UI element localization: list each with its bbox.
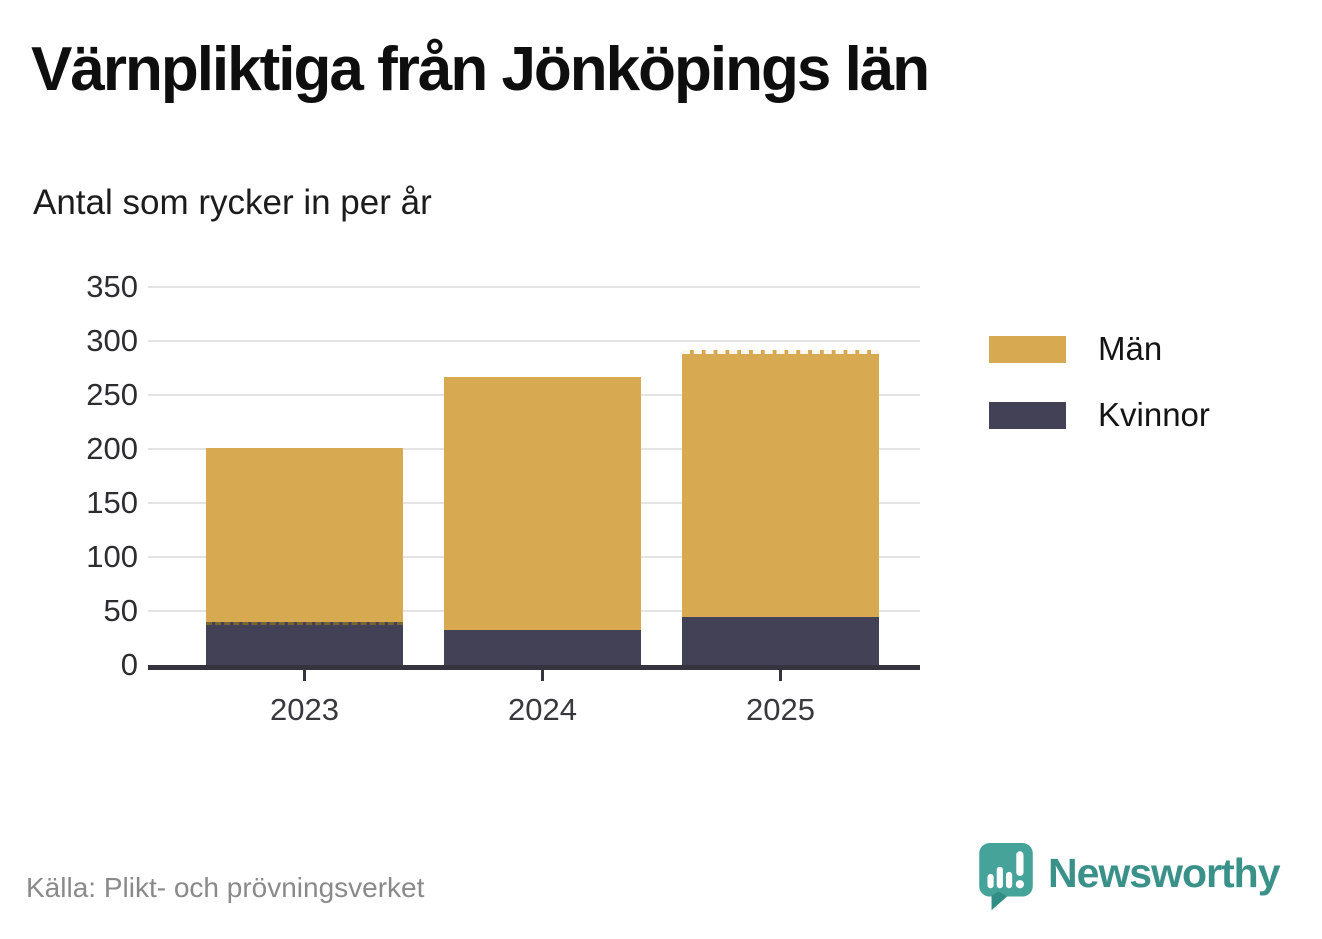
legend-label-men: Män	[1098, 330, 1163, 367]
source-caption: Källa: Plikt- och prövningsverket	[26, 872, 425, 903]
x-axis-tick-2025	[779, 670, 782, 681]
legend-label-women: Kvinnor	[1098, 396, 1210, 433]
chart-subtitle: Antal som rycker in per år	[33, 183, 432, 222]
bar-segment-2023-män	[206, 447, 403, 622]
bar-segment-2024-män	[444, 376, 641, 631]
x-axis-label-2025: 2025	[746, 692, 815, 727]
y-axis-label-250: 250	[86, 377, 138, 412]
bar-segment-2023-kvinnor	[206, 621, 403, 665]
gridline-350	[148, 286, 920, 288]
x-axis-tick-2024	[541, 670, 544, 681]
x-axis-label-2023: 2023	[270, 692, 339, 727]
stacked-bar-chart: 0 50 100 150 200 250 300 350 2023 2024 2025	[86, 269, 920, 727]
newsworthy-speech-bubble-bar-chart-icon	[979, 843, 1033, 910]
y-axis-label-150: 150	[86, 485, 138, 520]
brand-name: Newsworthy	[1048, 849, 1280, 896]
legend: Män Kvinnor	[989, 330, 1210, 462]
bar-segment-2024-kvinnor	[444, 630, 641, 665]
x-axis-line	[148, 665, 920, 670]
y-axis-label-0: 0	[120, 647, 138, 682]
y-axis-label-300: 300	[86, 323, 138, 358]
legend-swatch-women	[989, 401, 1066, 429]
gridline-300	[148, 340, 920, 342]
y-axis-label-50: 50	[103, 593, 138, 628]
legend-item-women: Kvinnor	[989, 396, 1210, 434]
y-axis-label-350: 350	[86, 269, 138, 304]
x-axis-tick-2023	[303, 670, 306, 681]
bar-segment-2025-kvinnor	[682, 617, 879, 665]
y-axis-label-100: 100	[86, 539, 138, 574]
legend-swatch-men	[989, 335, 1066, 363]
bar-segment-2025-män	[682, 349, 879, 618]
y-axis-label-200: 200	[86, 431, 138, 466]
x-axis-label-2024: 2024	[508, 692, 577, 727]
newsworthy-logo: Newsworthy	[978, 842, 1280, 912]
chart-title: Värnpliktiga från Jönköpings län	[31, 35, 930, 104]
legend-item-men: Män	[989, 330, 1210, 368]
